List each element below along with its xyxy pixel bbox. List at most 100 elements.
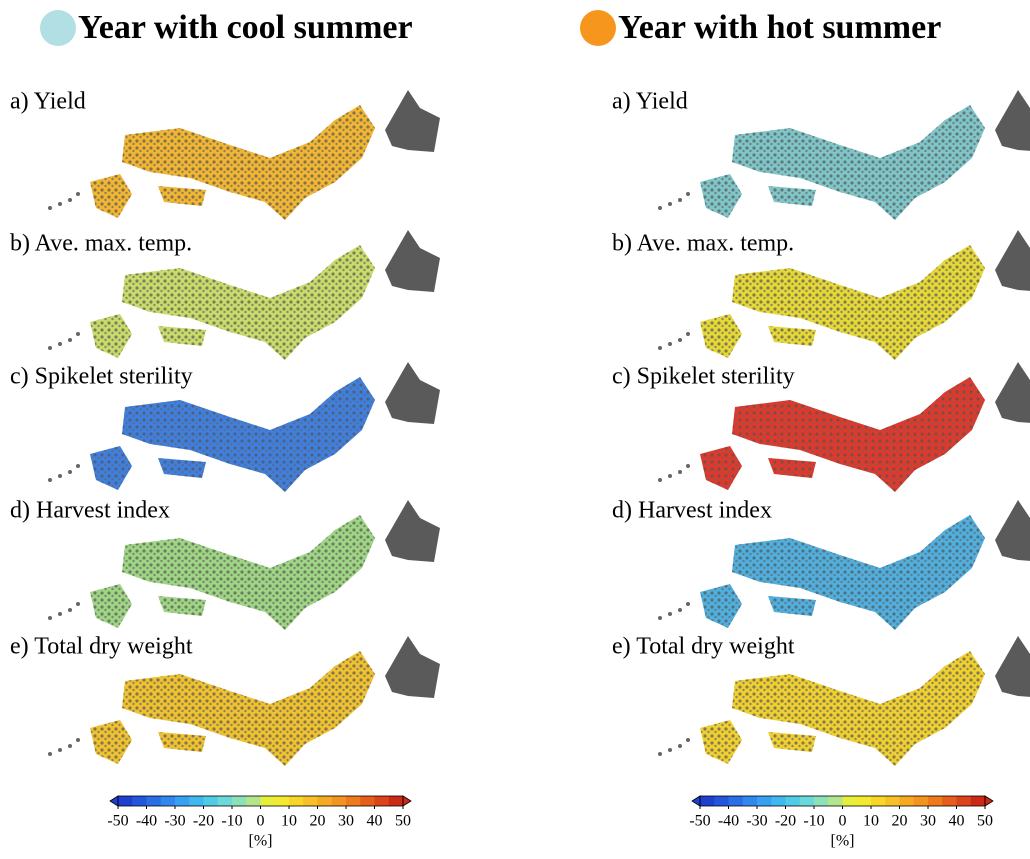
island xyxy=(658,478,662,482)
hokkaido xyxy=(995,636,1030,698)
map-label: d) Harvest index xyxy=(612,498,772,524)
colorbar-segment xyxy=(714,796,729,806)
colorbar-segment xyxy=(814,796,829,806)
map-label: c) Spikelet sterility xyxy=(10,364,193,390)
island xyxy=(658,346,662,350)
island xyxy=(668,748,672,752)
hokkaido xyxy=(385,500,440,562)
island xyxy=(68,338,72,342)
island xyxy=(76,738,80,742)
colorbar-tick-label: -10 xyxy=(803,813,824,830)
map-label: d) Harvest index xyxy=(10,498,170,524)
colorbar-tick-label: -10 xyxy=(221,813,242,830)
island xyxy=(48,346,52,350)
station-dots xyxy=(90,584,132,628)
island xyxy=(686,738,690,742)
island xyxy=(678,470,682,474)
hokkaido xyxy=(995,230,1030,292)
station-dots xyxy=(768,732,816,752)
figure: Year with cool summera) Yieldb) Ave. max… xyxy=(0,0,1030,859)
island xyxy=(668,474,672,478)
island xyxy=(76,602,80,606)
island xyxy=(58,474,62,478)
island xyxy=(48,478,52,482)
colorbar-segment xyxy=(218,796,233,806)
station-dots xyxy=(122,105,375,220)
colorbar-tick-label: 20 xyxy=(892,813,908,830)
colorbar-segment xyxy=(346,796,361,806)
colorbar-segment xyxy=(957,796,972,806)
colorbar-tick-label: -30 xyxy=(164,813,185,830)
hokkaido xyxy=(995,362,1030,424)
map-label: b) Ave. max. temp. xyxy=(10,231,192,257)
colorbar-tick-label: 0 xyxy=(839,813,847,830)
colorbar-tick-label: -20 xyxy=(775,813,796,830)
station-dots xyxy=(732,515,985,630)
island xyxy=(678,198,682,202)
island xyxy=(658,752,662,756)
station-dots xyxy=(158,596,206,616)
colorbar-tick-label: 10 xyxy=(863,813,879,830)
station-dots xyxy=(732,377,985,492)
colorbar-arrow-high xyxy=(403,796,411,806)
station-dots xyxy=(768,458,816,478)
island xyxy=(58,342,62,346)
colorbar-unit: [%] xyxy=(249,833,273,850)
station-dots xyxy=(122,245,375,360)
colorbar-tick-label: -50 xyxy=(107,813,128,830)
island xyxy=(658,206,662,210)
colorbar-segment xyxy=(771,796,786,806)
colorbar-segment xyxy=(132,796,147,806)
colorbar-tick-label: 20 xyxy=(310,813,326,830)
island xyxy=(68,608,72,612)
island xyxy=(686,602,690,606)
colorbar-segment xyxy=(147,796,162,806)
colorbar-segment xyxy=(828,796,843,806)
station-dots xyxy=(90,720,132,764)
island xyxy=(678,744,682,748)
hokkaido xyxy=(995,500,1030,562)
island xyxy=(48,206,52,210)
hokkaido xyxy=(385,90,440,152)
colorbar-segment xyxy=(303,796,318,806)
map-label: b) Ave. max. temp. xyxy=(612,231,794,257)
colorbar-segment xyxy=(729,796,744,806)
colorbar-segment xyxy=(971,796,986,806)
island xyxy=(58,748,62,752)
station-dots xyxy=(122,651,375,766)
map xyxy=(658,90,1030,220)
colorbar-segment xyxy=(700,796,715,806)
colorbar-arrow-low xyxy=(692,796,700,806)
colorbar-segment xyxy=(871,796,886,806)
island xyxy=(678,608,682,612)
map-label: a) Yield xyxy=(612,89,688,115)
header-marker xyxy=(40,10,76,46)
colorbar-tick-label: 30 xyxy=(338,813,354,830)
colorbar-segment xyxy=(189,796,204,806)
colorbar-tick-label: -30 xyxy=(746,813,767,830)
colorbar-tick-label: 40 xyxy=(949,813,965,830)
station-dots xyxy=(90,446,132,490)
colorbar-segment xyxy=(857,796,872,806)
colorbar-tick-label: 50 xyxy=(977,813,993,830)
colorbar-segment xyxy=(843,796,858,806)
island xyxy=(76,464,80,468)
station-dots xyxy=(700,446,742,490)
station-dots xyxy=(700,174,742,218)
island xyxy=(668,202,672,206)
colorbar-arrow-high xyxy=(985,796,993,806)
panel-title: Year with hot summer xyxy=(618,9,941,46)
station-dots xyxy=(700,314,742,358)
colorbar-tick-label: -50 xyxy=(689,813,710,830)
colorbar-segment xyxy=(743,796,758,806)
hokkaido xyxy=(385,636,440,698)
colorbar-segment xyxy=(800,796,815,806)
colorbar-tick-label: 30 xyxy=(920,813,936,830)
colorbar-segment xyxy=(261,796,276,806)
station-dots xyxy=(158,732,206,752)
station-dots xyxy=(768,186,816,206)
station-dots xyxy=(90,314,132,358)
station-dots xyxy=(158,186,206,206)
island xyxy=(658,616,662,620)
station-dots xyxy=(768,596,816,616)
